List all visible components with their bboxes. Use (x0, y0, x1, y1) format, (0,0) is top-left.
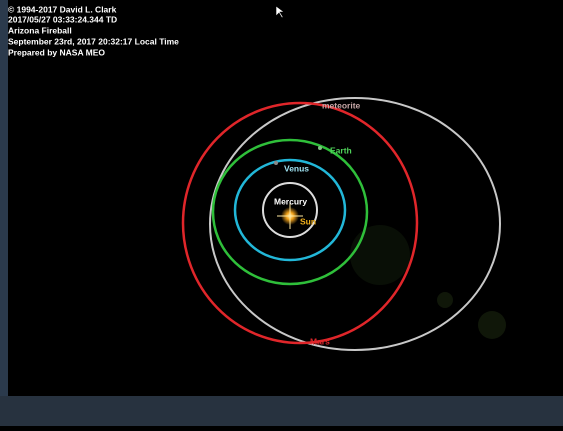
mars-label: Mars (310, 336, 330, 346)
earth-label: Earth (330, 145, 352, 155)
header-line: September 23rd, 2017 20:32:17 Local Time (8, 36, 179, 46)
mars-orbit (181, 101, 419, 345)
venus-label: Venus (284, 163, 309, 173)
earth-orbit (211, 138, 369, 286)
mouse-cursor (275, 5, 285, 19)
venus-dot (274, 161, 278, 165)
sun-label: Sun (300, 216, 316, 226)
mercury-orbit (262, 182, 318, 238)
header-line: Prepared by NASA MEO (8, 47, 105, 57)
earth-dot (318, 146, 322, 150)
meteorite-orbit (209, 97, 501, 351)
lens-flare (350, 225, 410, 285)
venus-orbit (233, 158, 347, 262)
mercury-label: Mercury (274, 196, 307, 206)
lens-flare (437, 292, 453, 308)
header-line: Arizona Fireball (8, 25, 72, 35)
left-edge (0, 0, 8, 426)
bottom-edge (0, 396, 563, 426)
lens-flare (478, 311, 506, 339)
header-line: © 1994-2017 David L. Clark (8, 4, 117, 14)
header-line: 2017/05/27 03:33:24.344 TD (8, 14, 117, 24)
meteorite-label: meteorite (322, 100, 361, 110)
